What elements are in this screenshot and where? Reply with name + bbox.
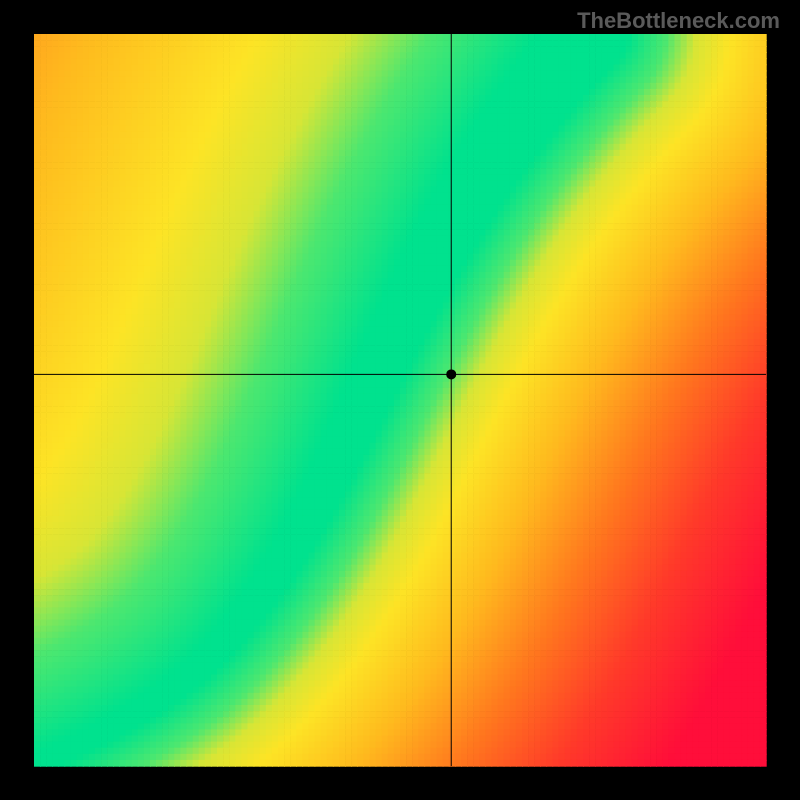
bottleneck-heatmap (0, 0, 800, 800)
chart-container: TheBottleneck.com (0, 0, 800, 800)
watermark-text: TheBottleneck.com (577, 8, 780, 34)
